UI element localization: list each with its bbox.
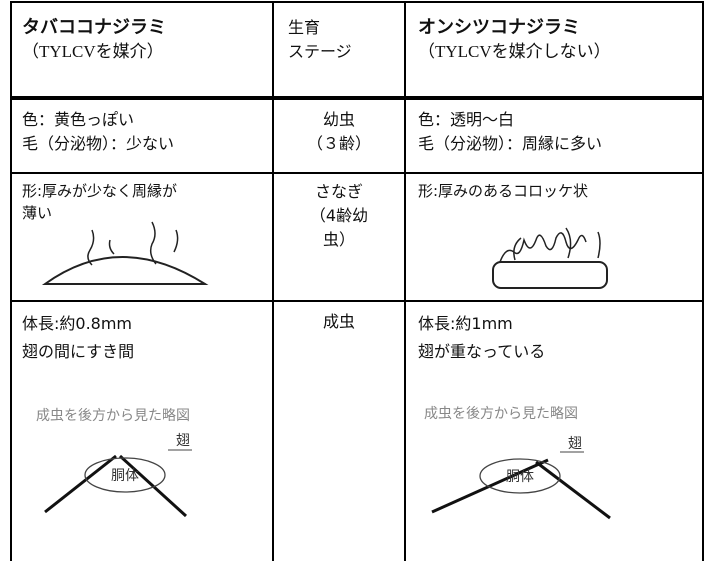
cell: 体長:約1mm 翅が重なっている: [418, 310, 545, 366]
text-line: 幼虫: [322, 110, 355, 129]
wing-label: 翅: [176, 433, 190, 449]
text-line: 薄い: [22, 204, 53, 222]
text-line: 毛（分泌物）：周縁に多い: [418, 134, 603, 153]
cell: 体長:約0.8mm 翅の間にすき間: [22, 310, 134, 366]
species-note: （TYLCVを媒介）: [22, 42, 164, 61]
rule: [10, 1, 704, 3]
text-line: 翅が重なっている: [418, 342, 546, 361]
text-line: 生育: [288, 18, 321, 37]
species-name: タバココナジラミ: [22, 17, 166, 38]
text-line: 毛（分泌物）：少ない: [22, 134, 175, 153]
text-line: 形:厚みのあるコロッケ状: [418, 182, 589, 200]
text-line: 体長:約0.8mm: [22, 314, 133, 333]
text-line: 形:厚みが少なく周縁が: [22, 182, 178, 200]
text-line: さなぎ: [314, 182, 363, 201]
text-line: （３齢）: [306, 134, 371, 153]
text-line: 翅の間にすき間: [22, 342, 135, 361]
rule: [10, 1, 12, 561]
cell: 形:厚みのあるコロッケ状: [418, 180, 588, 202]
rule: [702, 1, 704, 561]
pupa-sketch-left: [41, 221, 209, 285]
text-line: （4齢幼: [309, 206, 369, 225]
text-line: 体長:約1mm: [418, 314, 513, 333]
rule: [272, 1, 274, 561]
cell: 色：透明～白 毛（分泌物）：周縁に多い: [418, 108, 602, 156]
stage-cell: 幼虫 （３齢）: [274, 108, 404, 156]
stage-cell: さなぎ （4齢幼 虫）: [274, 180, 404, 252]
text-line: 色：透明～白: [418, 110, 515, 129]
pupa-sketch-right: [492, 227, 608, 289]
species-note: （TYLCVを媒介しない）: [418, 42, 611, 61]
header-right: オンシツコナジラミ （TYLCVを媒介しない）: [418, 16, 611, 64]
figure-caption: 成虫を後方から見た略図: [36, 408, 190, 424]
body-label: 胴体: [506, 469, 534, 485]
species-name: オンシツコナジラミ: [418, 17, 580, 38]
rule: [10, 96, 704, 100]
figure-caption: 成虫を後方から見た略図: [424, 406, 578, 422]
body-label: 胴体: [111, 468, 139, 484]
rule: [404, 1, 406, 561]
adult-sketch-right: 成虫を後方から見た略図 胴体 翅: [424, 406, 611, 520]
rule: [10, 172, 704, 174]
header-left: タバココナジラミ （TYLCVを媒介）: [22, 16, 166, 64]
header-stage: 生育 ステージ: [288, 16, 352, 64]
wing-label: 翅: [568, 436, 582, 452]
text-line: 色：黄色っぽい: [22, 110, 135, 129]
cell: 色：黄色っぽい 毛（分泌物）：少ない: [22, 108, 174, 156]
rule: [10, 300, 704, 302]
adult-sketch-left: 成虫を後方から見た略図 胴体 翅: [36, 408, 192, 518]
cell: 形:厚みが少なく周縁が 薄い: [22, 180, 177, 224]
text-line: ステージ: [288, 42, 352, 61]
stage-cell: 成虫: [274, 310, 404, 334]
text-line: 虫）: [322, 230, 355, 249]
text-line: 成虫: [322, 312, 355, 331]
